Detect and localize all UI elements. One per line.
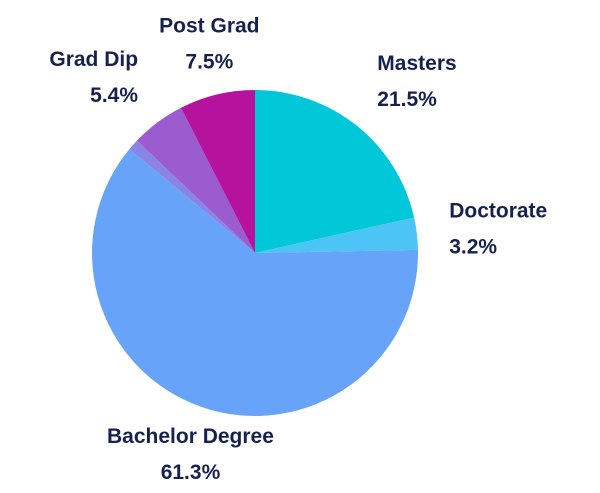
slice-value-label: 3.2% <box>449 235 497 258</box>
slice-value-label: 5.4% <box>90 84 138 107</box>
pie-slice <box>136 107 255 254</box>
slice-label: Post Grad <box>159 14 259 37</box>
pie-slice <box>91 149 418 416</box>
slice-value-label: 7.5% <box>185 50 233 73</box>
slice-value-label: 21.5% <box>377 88 437 111</box>
slice-label: Grad Dip <box>49 48 138 71</box>
pie-slice <box>129 140 255 253</box>
slice-value-label: 61.3% <box>161 461 221 484</box>
slice-label: Masters <box>377 52 456 75</box>
pie-slice <box>255 90 415 253</box>
slice-label: Doctorate <box>449 199 547 222</box>
pie-slice <box>180 90 255 253</box>
slice-label: Bachelor Degree <box>107 425 274 448</box>
pie-slice <box>255 217 418 253</box>
